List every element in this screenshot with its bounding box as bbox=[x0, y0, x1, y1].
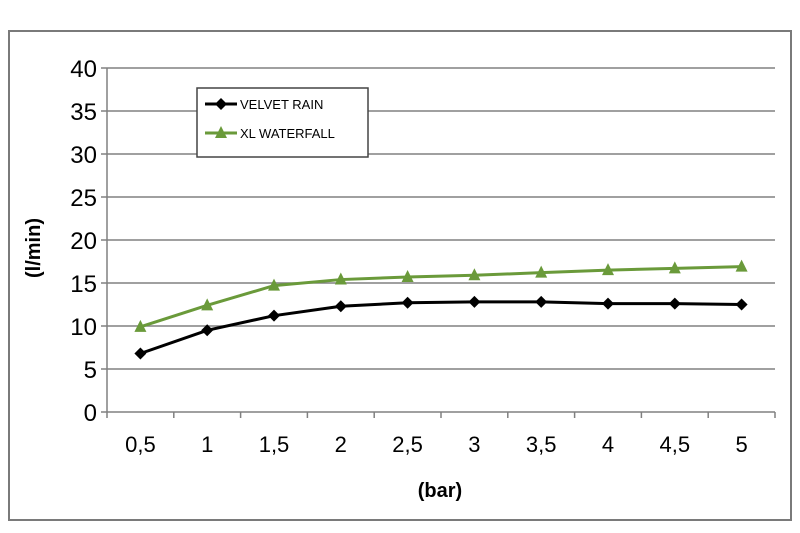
data-point bbox=[735, 298, 748, 311]
legend-marker bbox=[215, 98, 227, 110]
legend-box bbox=[196, 87, 369, 158]
x-tick-label: 3 bbox=[468, 432, 480, 457]
x-tick-label: 1,5 bbox=[259, 432, 290, 457]
y-tick-label: 25 bbox=[70, 185, 97, 212]
series-line bbox=[139, 265, 742, 329]
series-line bbox=[139, 300, 742, 355]
x-axis-label: (bar) bbox=[418, 480, 462, 502]
data-point bbox=[468, 268, 481, 281]
y-axis-label: (l/min) bbox=[23, 218, 45, 278]
data-point bbox=[668, 261, 681, 274]
series-velvet-rain bbox=[134, 295, 748, 360]
data-point bbox=[134, 347, 147, 360]
legend-marker bbox=[215, 126, 227, 138]
chart-frame bbox=[8, 30, 792, 521]
legend: VELVET RAIN XL WATERFALL bbox=[196, 87, 369, 158]
data-point bbox=[535, 265, 548, 278]
data-point bbox=[268, 309, 280, 322]
legend-label: XL WATERFALL bbox=[240, 126, 335, 141]
data-point bbox=[134, 319, 147, 332]
x-tick-label: 1 bbox=[201, 432, 213, 457]
data-point bbox=[735, 259, 748, 272]
data-point bbox=[201, 298, 214, 311]
data-point bbox=[668, 297, 681, 310]
y-tick-label: 30 bbox=[70, 142, 97, 169]
data-point bbox=[334, 300, 347, 313]
x-tick-label: 2 bbox=[335, 432, 347, 457]
data-point bbox=[201, 324, 214, 337]
x-tick-label: 5 bbox=[735, 432, 747, 457]
x-tick-label: 0,5 bbox=[125, 432, 156, 457]
x-tick-label: 4,5 bbox=[660, 432, 691, 457]
y-tick-label: 5 bbox=[84, 357, 97, 384]
data-point bbox=[602, 297, 614, 310]
data-point bbox=[468, 295, 481, 308]
y-tick-label: 40 bbox=[70, 56, 97, 83]
data-point bbox=[602, 263, 614, 276]
series-xl-waterfall bbox=[134, 259, 748, 332]
x-tick-label: 4 bbox=[602, 432, 614, 457]
x-tick-label: 2,5 bbox=[392, 432, 423, 457]
y-tick-label: 20 bbox=[70, 228, 97, 255]
x-tick-label: 3,5 bbox=[526, 432, 557, 457]
data-point bbox=[535, 295, 548, 308]
data-point bbox=[401, 296, 414, 309]
legend-label: VELVET RAIN bbox=[240, 97, 323, 112]
data-point bbox=[401, 269, 414, 282]
data-point bbox=[268, 278, 280, 291]
y-tick-label: 10 bbox=[70, 314, 97, 341]
y-tick-label: 15 bbox=[70, 271, 97, 298]
data-point bbox=[334, 272, 347, 285]
y-tick-label: 0 bbox=[84, 400, 97, 427]
y-tick-label: 35 bbox=[70, 99, 97, 126]
